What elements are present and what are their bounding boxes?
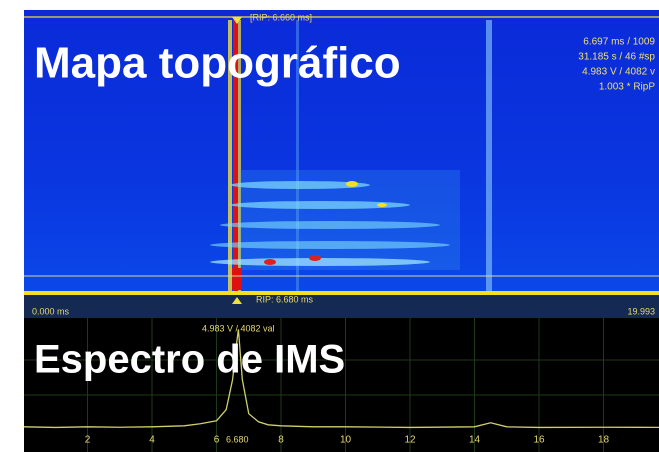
readout-line: 6.697 ms / 1009 xyxy=(583,37,655,48)
axis-start: 0.000 ms xyxy=(32,306,70,316)
spectrum-title: Espectro de IMS xyxy=(34,338,345,382)
map-title: Mapa topográfico xyxy=(34,39,401,88)
x-tick-label: 8 xyxy=(278,435,284,446)
x-tick-label: 12 xyxy=(404,435,416,446)
x-tick-label: 10 xyxy=(340,435,352,446)
peak-x-label: 6.680 xyxy=(226,434,249,444)
axis-end: 19.993 xyxy=(627,306,655,316)
readout-line: 31.185 s / 46 #sp xyxy=(578,52,655,63)
rip-label-top: [RIP: 6.660 ms] xyxy=(250,12,312,22)
peak-label: 4.983 V / 4082 val xyxy=(202,323,275,333)
x-tick-label: 4 xyxy=(149,435,155,446)
axis-strip xyxy=(24,295,659,318)
x-tick-label: 18 xyxy=(598,435,610,446)
screen: [RIP: 6.660 ms] Mapa topográfico 6.697 m… xyxy=(0,0,659,452)
readout-line: 4.983 V / 4082 v xyxy=(582,67,655,78)
x-tick-label: 2 xyxy=(85,435,91,446)
rip-bar xyxy=(24,291,659,295)
x-tick-label: 16 xyxy=(533,435,545,446)
x-tick-label: 6 xyxy=(214,435,220,446)
x-tick-label: 14 xyxy=(469,435,481,446)
rip-label: RIP: 6.680 ms xyxy=(256,294,314,304)
readout-line: 1.003 * RipP xyxy=(599,82,655,93)
